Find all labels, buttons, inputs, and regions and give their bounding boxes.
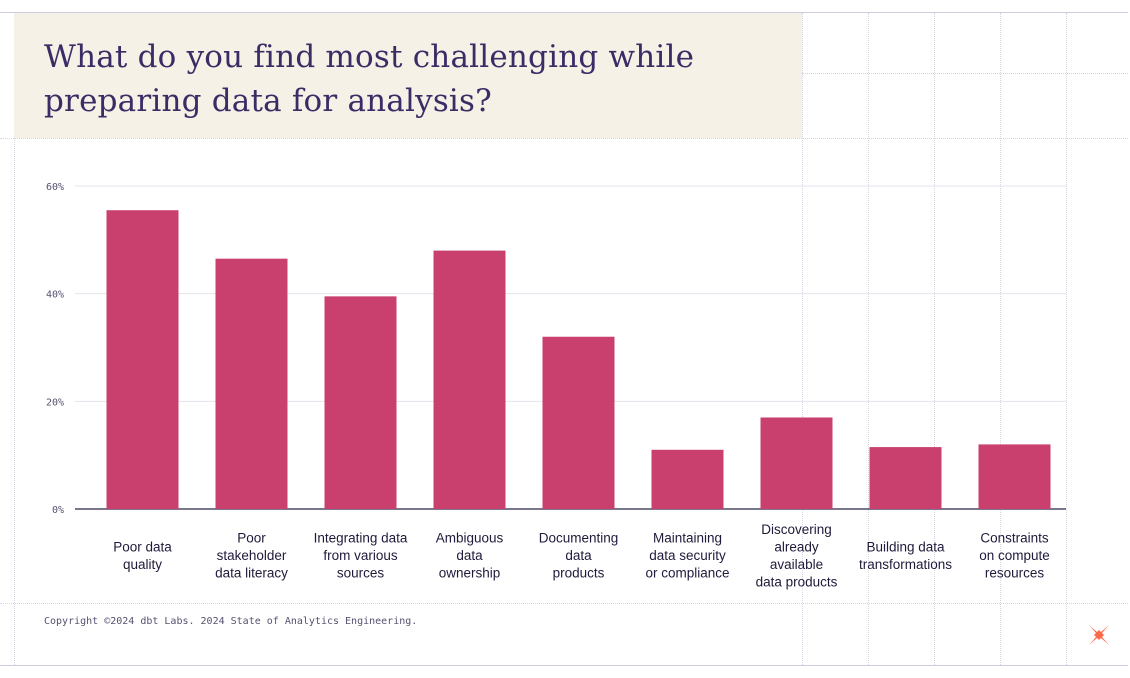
y-tick-label: 60%	[46, 182, 64, 193]
grid-dots	[802, 73, 1128, 74]
x-category-label: Integrating data from various sources	[314, 531, 408, 581]
dbt-logo-icon	[1089, 625, 1109, 645]
copyright-text: Copyright ©2024 dbt Labs. 2024 State of …	[44, 616, 418, 627]
grid-dots	[1000, 13, 1001, 665]
x-category-label: Poor data quality	[113, 539, 172, 572]
x-category-label: Discovering already available data products	[756, 522, 838, 590]
x-category-label: Poor stakeholder data literacy	[215, 531, 288, 581]
x-category-label: Constraints on compute resources	[979, 531, 1050, 581]
bar	[324, 296, 397, 509]
grid-dots	[0, 138, 1128, 139]
grid-dots	[1066, 13, 1067, 665]
bar	[651, 449, 724, 509]
bar	[869, 447, 942, 509]
bar	[106, 210, 179, 509]
x-category-label: Maintaining data security or compliance	[645, 531, 729, 581]
bar	[760, 417, 833, 509]
page-title: What do you find most challenging while …	[44, 39, 695, 119]
grid-dots	[0, 603, 1128, 604]
grid-dots	[934, 13, 935, 665]
slide-frame: What do you find most challenging while …	[0, 12, 1128, 666]
y-tick-label: 20%	[46, 397, 64, 408]
grid-dots	[14, 13, 15, 665]
x-category-label: Building data transformations	[859, 539, 952, 572]
bar	[215, 258, 288, 509]
y-tick-label: 40%	[46, 290, 64, 301]
bar	[978, 444, 1051, 509]
title-panel: What do you find most challenging while …	[14, 13, 802, 138]
x-category-label: Ambiguous data ownership	[436, 531, 504, 581]
y-tick-label: 0%	[52, 505, 64, 516]
grid-dots	[802, 13, 803, 665]
bar	[542, 336, 615, 509]
bar	[433, 250, 506, 509]
grid-dots	[868, 13, 869, 665]
x-category-label: Documenting data products	[539, 531, 619, 581]
